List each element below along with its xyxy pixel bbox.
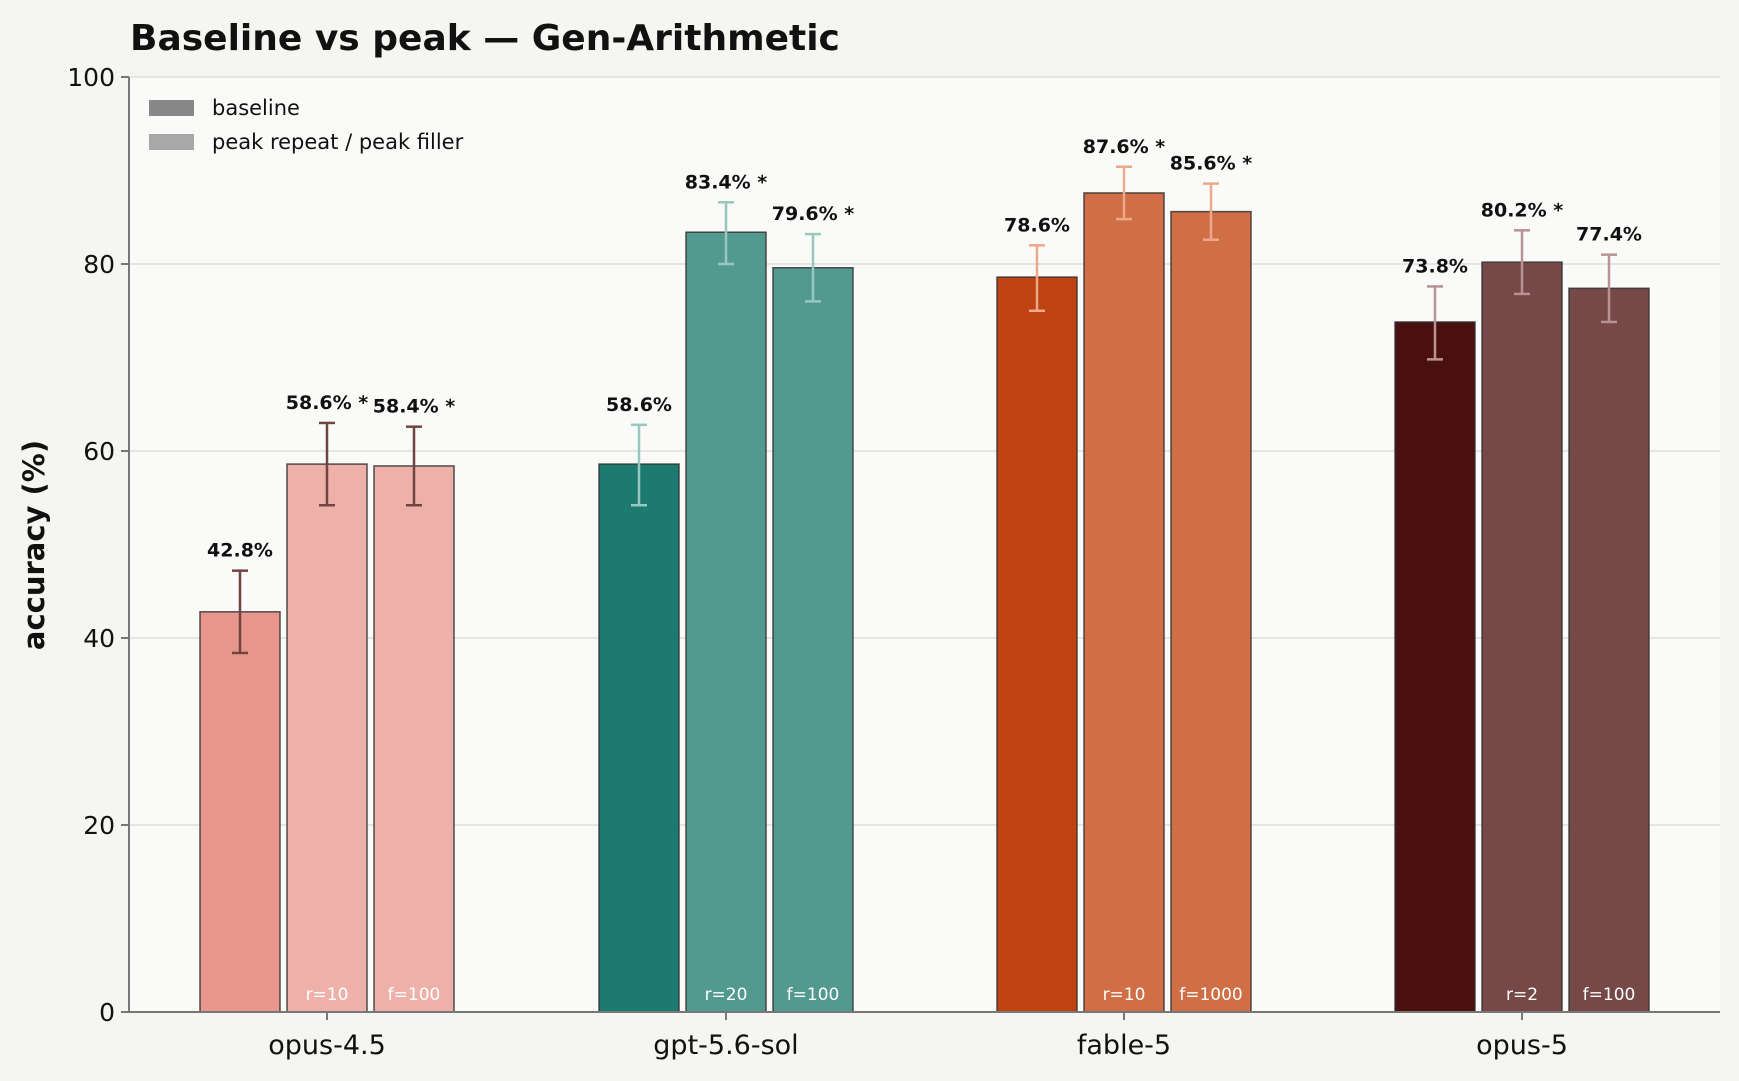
bar-setting-label: f=100	[787, 985, 840, 1005]
x-tick-label: opus-5	[1476, 1030, 1568, 1061]
x-tick-label: fable-5	[1077, 1030, 1171, 1061]
bar-setting-label: r=20	[705, 985, 748, 1005]
bars: 42.8% 58.6% * r=10 58.4% * f=100 58.6% 83.4% *…	[199, 136, 1650, 1013]
y-tick-label-20: 20	[83, 811, 115, 840]
bar	[598, 463, 680, 1013]
data-label: 83.4% *	[685, 171, 768, 193]
bar-setting-label: f=100	[388, 985, 441, 1005]
y-axis-label: accuracy (%)	[17, 440, 51, 650]
bar-setting-label: r=10	[1103, 985, 1146, 1005]
data-label: 58.4% *	[373, 396, 456, 418]
bar-setting-label: r=2	[1506, 985, 1538, 1005]
data-label: 79.6% *	[772, 203, 855, 225]
bar	[772, 266, 854, 1013]
bar	[199, 611, 281, 1013]
data-label: 87.6% *	[1083, 136, 1166, 158]
data-label: 78.6%	[1004, 214, 1070, 236]
bar	[373, 465, 455, 1013]
bar	[1170, 210, 1252, 1013]
legend: baseline peak repeat / peak filler	[149, 96, 464, 154]
data-label: 80.2% *	[1481, 199, 1564, 221]
y-tick-label-60: 60	[83, 437, 115, 466]
y-tick-label-80: 80	[83, 250, 115, 279]
bar-setting-label: f=100	[1583, 985, 1636, 1005]
legend-label: baseline	[212, 96, 300, 120]
bar	[1481, 261, 1563, 1013]
data-label: 85.6% *	[1170, 153, 1253, 175]
y-tick-label-100: 100	[67, 63, 115, 92]
bar-setting-label: f=1000	[1179, 985, 1243, 1005]
data-label: 58.6%	[606, 394, 672, 416]
legend-label: peak repeat / peak filler	[212, 130, 464, 154]
data-label: 58.6% *	[286, 392, 369, 414]
x-tick-label: gpt-5.6-sol	[653, 1030, 798, 1061]
legend-swatch	[149, 134, 194, 150]
axes: 0 20 40 60 80 100 opus-4.5 gpt-5.6-sol fable-5 op…	[67, 63, 1720, 1061]
bar	[1568, 287, 1650, 1013]
data-label: 73.8%	[1402, 255, 1468, 277]
bar	[1394, 321, 1476, 1013]
bar	[286, 463, 368, 1013]
bar	[996, 276, 1078, 1013]
bar	[685, 231, 767, 1013]
bar-setting-label: r=10	[306, 985, 349, 1005]
data-label: 77.4%	[1576, 224, 1642, 246]
y-tick-label-0: 0	[99, 998, 115, 1027]
legend-swatch	[149, 100, 194, 116]
bar	[1083, 192, 1165, 1013]
y-tick-label-40: 40	[83, 624, 115, 653]
data-label: 42.8%	[207, 540, 273, 562]
chart-title: Baseline vs peak — Gen-Arithmetic	[130, 18, 840, 59]
x-tick-label: opus-4.5	[268, 1030, 386, 1061]
